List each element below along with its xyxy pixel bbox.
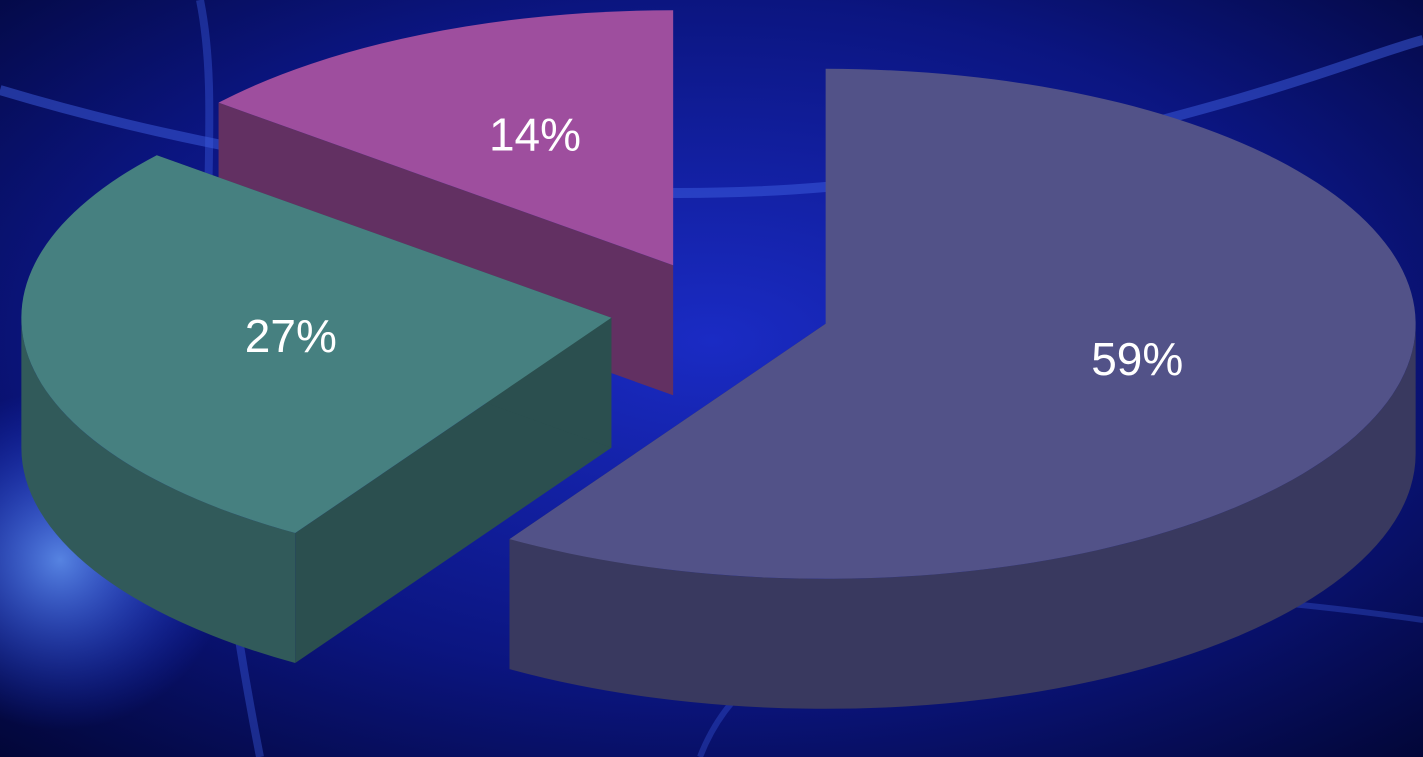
slice-label: 14%: [489, 108, 581, 160]
slice: [509, 68, 1416, 579]
slice: 27%: [21, 155, 612, 664]
slice: 59%: [509, 68, 1416, 709]
slice-label: 59%: [1091, 333, 1183, 385]
slice-label: 27%: [245, 310, 337, 362]
pie: 14% 27% 59%: [21, 10, 1416, 709]
slice-side: [509, 323, 1416, 709]
slice: [21, 155, 612, 534]
slice-side: [21, 317, 296, 664]
slice: [218, 10, 674, 266]
